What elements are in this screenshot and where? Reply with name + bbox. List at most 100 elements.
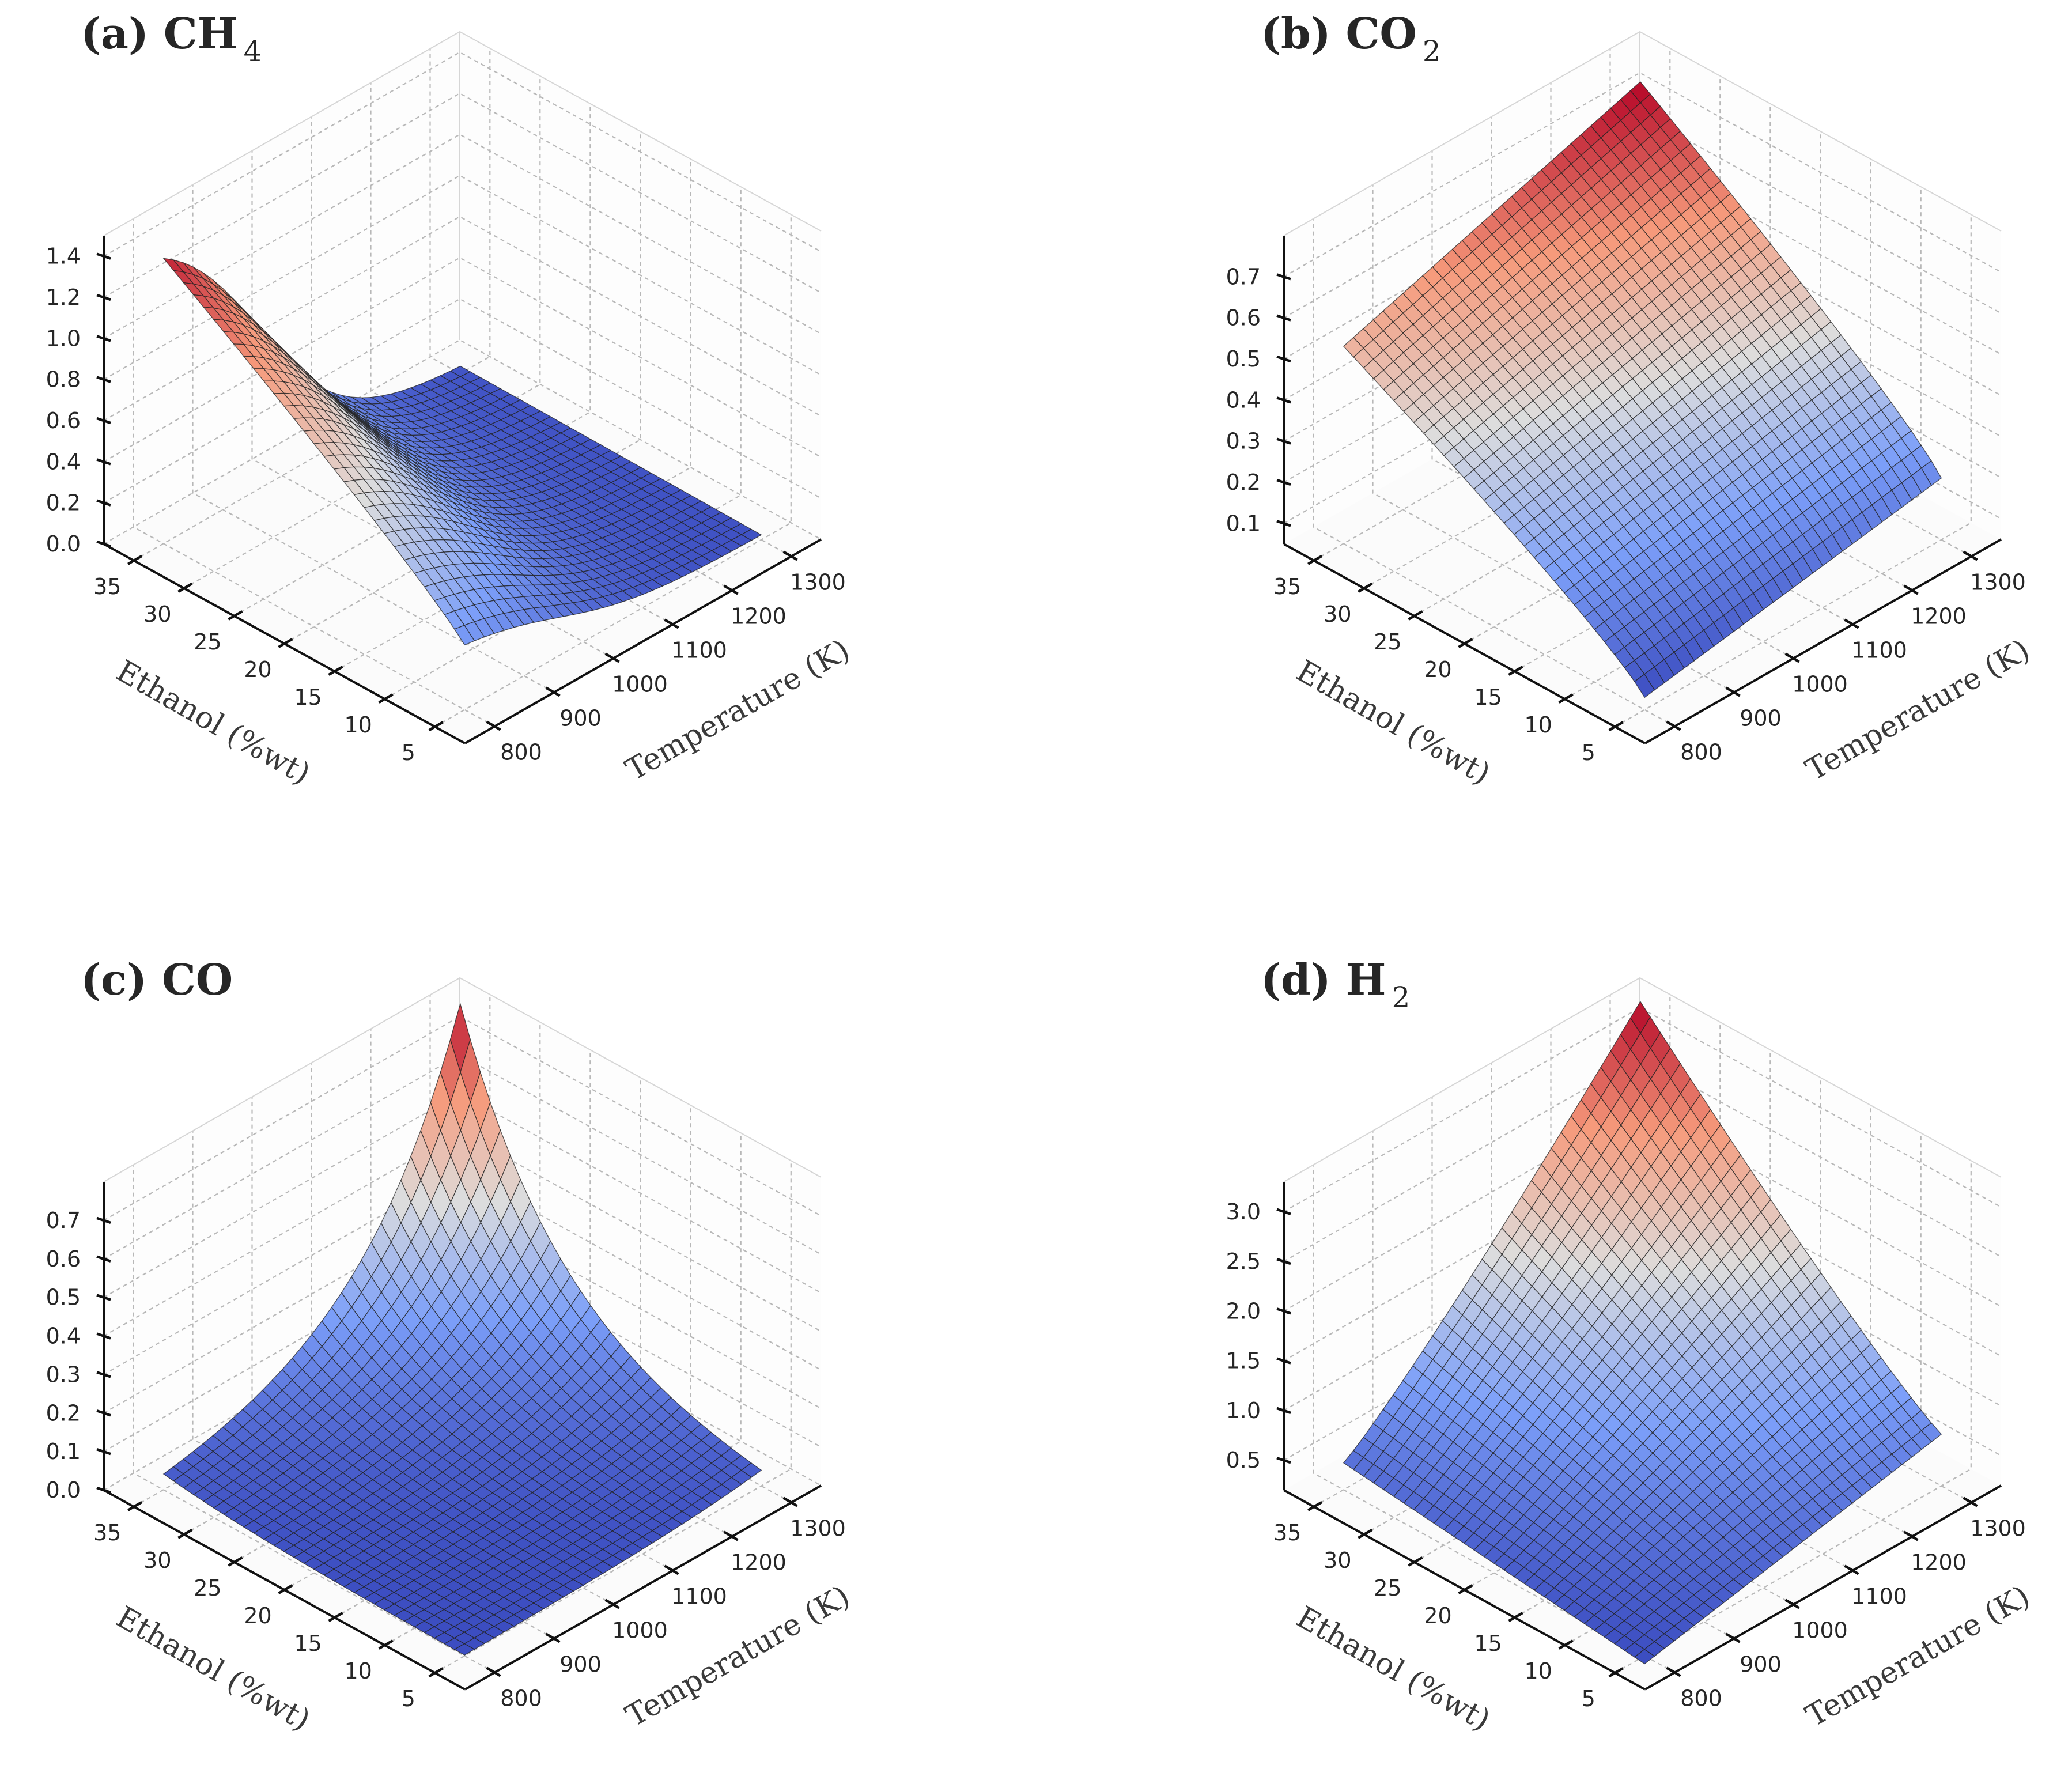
- surface: [162, 258, 762, 646]
- ethanol-tick-outer: [1608, 725, 1616, 732]
- value-tick-label: 0.0: [46, 531, 81, 557]
- ethanol-tick-outer: [228, 1561, 235, 1567]
- ethanol-tick-outer: [1558, 1644, 1566, 1650]
- ethanol-tick-outer: [127, 1505, 135, 1511]
- value-tick-label: 3.0: [1226, 1199, 1261, 1224]
- ethanol-tick-outer: [1458, 642, 1465, 648]
- temperature-tick-outer: [731, 1535, 739, 1541]
- temperature-axis-label: Temperature (K): [620, 633, 856, 788]
- gridline-ethanol: [434, 1161, 792, 1674]
- gridline-value: [103, 1131, 822, 1337]
- panel-title-prefix: (b): [1261, 9, 1346, 59]
- value-tick-label: 0.4: [1226, 387, 1261, 413]
- temperature-tick-label: 1000: [612, 1618, 668, 1643]
- panel-title-prefix: (a): [81, 9, 164, 59]
- panel-title-prefix: (c): [81, 955, 162, 1005]
- ethanol-tick-outer: [378, 1644, 385, 1650]
- temperature-tick-label: 800: [1680, 1686, 1722, 1711]
- ethanol-tick: [1413, 610, 1423, 617]
- temperature-axis-line: [464, 538, 822, 744]
- ethanol-tick: [434, 721, 444, 728]
- temperature-tick-label: 800: [1680, 740, 1722, 765]
- temperature-tick-label: 1300: [1970, 1516, 2026, 1541]
- value-tick-label: 0.1: [1226, 511, 1261, 536]
- temperature-tick-outer: [672, 623, 679, 629]
- temperature-tick: [604, 652, 614, 660]
- ethanol-axis-label: Ethanol (%wt): [111, 1600, 316, 1738]
- value-tick-label: 0.0: [46, 1477, 81, 1503]
- value-tick-label: 0.7: [1226, 264, 1261, 289]
- temperature-tick: [1844, 618, 1854, 626]
- panel-title: (b) CO 2: [1261, 9, 1441, 68]
- gridline-value: [103, 298, 822, 504]
- temperature-axis-line: [1644, 538, 2002, 744]
- value-tick: [1276, 355, 1291, 363]
- temperature-tick-label: 900: [559, 1652, 602, 1677]
- value-tick-label: 0.3: [46, 1362, 81, 1387]
- value-tick-label: 0.1: [46, 1439, 81, 1464]
- value-tick-label: 0.5: [1226, 1447, 1261, 1473]
- panel-title-subscript: 4: [244, 35, 262, 68]
- value-tick-label: 0.7: [46, 1208, 81, 1233]
- ethanol-tick-outer: [1508, 670, 1515, 676]
- temperature-tick-outer: [494, 1671, 501, 1677]
- temperature-tick-outer: [1793, 657, 1800, 663]
- ethanol-tick-label: 20: [244, 657, 271, 682]
- ethanol-tick-label: 5: [402, 1686, 415, 1711]
- gridline-value: [103, 1054, 822, 1260]
- ethanol-tick-outer: [228, 615, 235, 621]
- ethanol-axis-label: Ethanol (%wt): [1291, 1600, 1496, 1738]
- ethanol-axis-label: Ethanol (%wt): [111, 654, 316, 792]
- value-tick: [96, 499, 111, 507]
- ethanol-tick-outer: [1608, 1672, 1616, 1678]
- panel-title-species: H: [1346, 955, 1386, 1005]
- ethanol-tick-outer: [1558, 698, 1566, 704]
- ethanol-tick-outer: [328, 1616, 335, 1622]
- panel-title-subscript: 2: [1392, 981, 1410, 1014]
- gridline-value: [103, 216, 822, 421]
- value-tick-label: 0.3: [1226, 429, 1261, 454]
- temperature-tick-label: 800: [500, 740, 542, 765]
- temperature-tick-label: 900: [1740, 1652, 1782, 1677]
- panel-title-subscript: 2: [1423, 35, 1441, 68]
- value-tick-label: 1.2: [46, 285, 81, 310]
- gridline-value: [1283, 72, 2002, 278]
- gridline-value: [103, 1285, 822, 1491]
- temperature-tick-outer: [1971, 1501, 1978, 1507]
- surface: [162, 1002, 762, 1656]
- value-tick: [1276, 520, 1291, 527]
- ethanol-tick-label: 30: [1324, 602, 1351, 627]
- panel-title-species: CO: [162, 955, 233, 1005]
- temperature-tick: [486, 720, 496, 728]
- value-tick-label: 0.6: [1226, 305, 1261, 331]
- ethanol-tick-label: 30: [1324, 1548, 1351, 1573]
- value-tick: [1276, 273, 1291, 281]
- temperature-tick-outer: [1733, 1637, 1741, 1643]
- ethanol-tick-label: 30: [143, 602, 171, 627]
- value-tick-label: 0.2: [46, 490, 81, 516]
- temperature-tick: [1725, 686, 1735, 694]
- temperature-tick-label: 1200: [731, 604, 787, 629]
- ethanol-tick-label: 25: [1374, 1575, 1401, 1601]
- temperature-tick-label: 1100: [1851, 1584, 1907, 1609]
- ethanol-tick: [233, 610, 243, 617]
- temperature-tick-outer: [612, 1603, 620, 1609]
- temperature-axis-label: Temperature (K): [1800, 633, 2036, 788]
- ethanol-tick-label: 35: [1273, 574, 1301, 599]
- surface-facet: [453, 625, 475, 646]
- ethanol-tick-outer: [177, 587, 185, 593]
- gridline-temperature: [133, 218, 496, 727]
- temperature-tick: [782, 550, 792, 558]
- value-tick-label: 1.5: [1226, 1348, 1261, 1374]
- temperature-tick-label: 1300: [790, 570, 846, 595]
- value-tick-label: 2.0: [1226, 1298, 1261, 1324]
- value-tick: [1276, 437, 1291, 445]
- temperature-tick-outer: [1733, 691, 1741, 697]
- temperature-tick-outer: [1674, 1671, 1681, 1677]
- ethanol-tick-label: 15: [294, 1631, 322, 1656]
